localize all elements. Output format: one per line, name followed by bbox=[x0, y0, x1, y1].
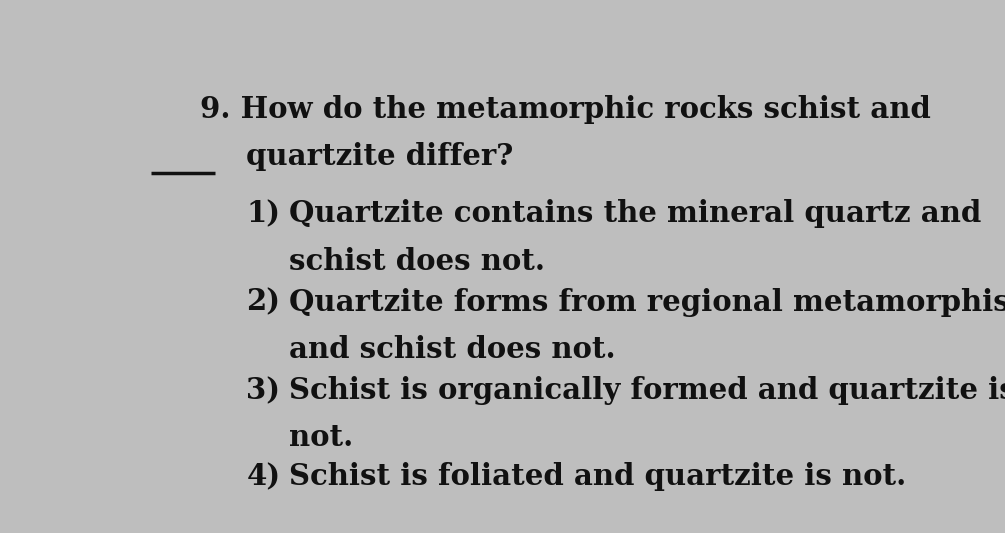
Text: not.: not. bbox=[289, 423, 354, 452]
Text: 4): 4) bbox=[246, 462, 280, 491]
Text: Quartzite contains the mineral quartz and: Quartzite contains the mineral quartz an… bbox=[289, 199, 982, 229]
Text: schist does not.: schist does not. bbox=[289, 247, 545, 276]
Text: Schist is organically formed and quartzite is: Schist is organically formed and quartzi… bbox=[289, 376, 1005, 405]
Text: 2): 2) bbox=[246, 288, 280, 317]
Text: and schist does not.: and schist does not. bbox=[289, 335, 616, 364]
Text: 1): 1) bbox=[246, 199, 280, 229]
Text: Quartzite forms from regional metamorphism: Quartzite forms from regional metamorphi… bbox=[289, 288, 1005, 317]
Text: quartzite differ?: quartzite differ? bbox=[246, 142, 514, 171]
Text: 9. How do the metamorphic rocks schist and: 9. How do the metamorphic rocks schist a… bbox=[200, 95, 931, 124]
Text: Schist is foliated and quartzite is not.: Schist is foliated and quartzite is not. bbox=[289, 462, 907, 491]
Text: 3): 3) bbox=[246, 376, 280, 405]
